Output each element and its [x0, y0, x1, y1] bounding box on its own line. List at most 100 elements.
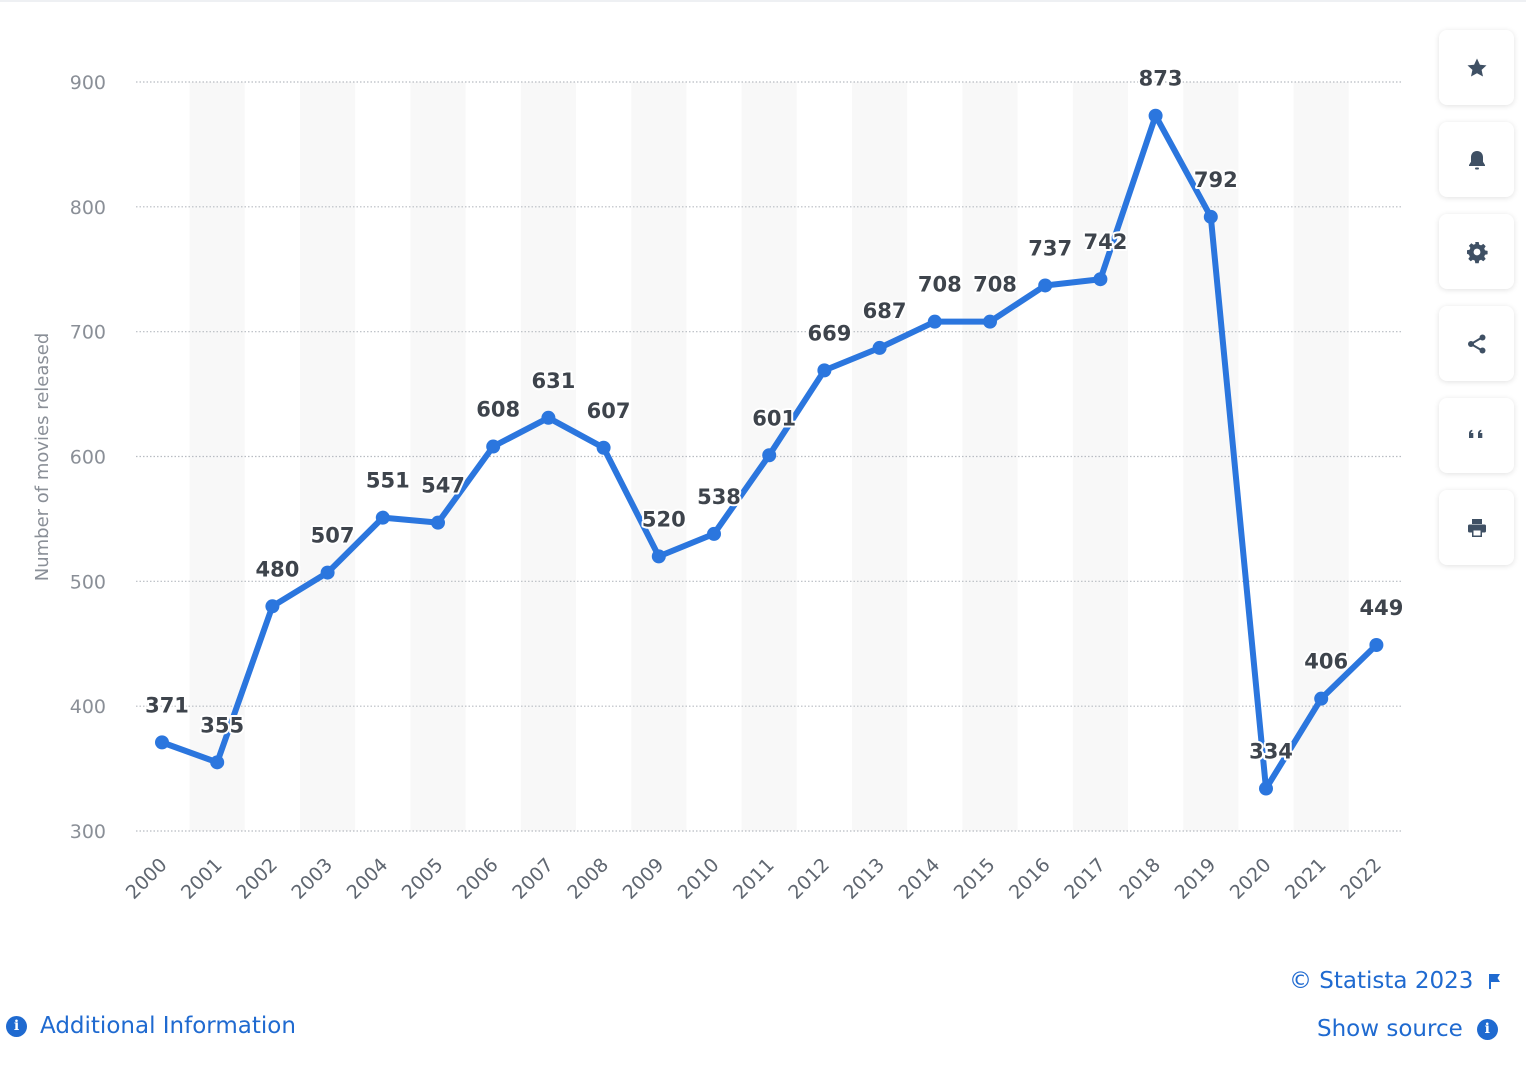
data-point [210, 755, 225, 770]
show-source-link[interactable]: Show source i [1317, 1016, 1498, 1042]
x-tick-label: 2003 [287, 854, 337, 904]
x-tick-label: 2012 [784, 854, 834, 904]
x-tick-label: 2006 [453, 854, 503, 904]
data-point [1038, 278, 1053, 293]
data-point [762, 448, 777, 463]
x-tick-label: 2019 [1171, 854, 1221, 904]
bell-icon [1468, 150, 1485, 169]
copyright-link[interactable]: © Statista 2023 [1289, 968, 1503, 994]
x-tick-label: 2008 [563, 854, 613, 904]
data-point [927, 314, 942, 329]
y-tick-label: 900 [70, 72, 106, 94]
y-axis-ticks: 300 400 500 600 700 800 900 [70, 72, 106, 843]
data-point [486, 439, 501, 454]
data-label: 355 [200, 713, 244, 737]
data-label: 792 [1194, 168, 1238, 192]
data-label: 547 [421, 474, 465, 498]
copyright-text: © Statista 2023 [1289, 968, 1474, 994]
data-point [707, 526, 721, 541]
data-point [541, 410, 556, 425]
additional-information-label: Additional Information [40, 1013, 296, 1039]
additional-information-link[interactable]: i Additional Information [6, 1013, 296, 1039]
data-point [1093, 272, 1108, 287]
data-label: 371 [145, 693, 189, 717]
x-tick-label: 2007 [508, 854, 558, 904]
data-label: 507 [311, 524, 355, 548]
x-tick-label: 2022 [1336, 854, 1386, 904]
x-tick-label: 2001 [177, 854, 227, 904]
x-tick-label: 2004 [343, 854, 393, 904]
data-point [1259, 781, 1273, 796]
print-icon [1467, 518, 1486, 537]
x-axis-ticks: 2000 2001 2002 2003 2004 2005 2006 2007 2008 2009… [122, 854, 1386, 904]
data-label: 406 [1304, 650, 1348, 674]
data-point [817, 363, 832, 378]
data-point [155, 735, 169, 750]
x-tick-label: 2016 [1005, 854, 1055, 904]
top-border [0, 0, 1526, 2]
x-tick-label: 2005 [398, 854, 448, 904]
year-band [852, 82, 908, 831]
x-tick-label: 2020 [1226, 854, 1276, 904]
x-tick-label: 2000 [122, 854, 172, 904]
data-label: 538 [697, 485, 741, 509]
data-labels: 371 355 480 507 551 547 608 631 607 520 538 601 669 6… [143, 65, 1405, 766]
data-label: 520 [642, 507, 686, 531]
favorite-button[interactable] [1439, 30, 1514, 105]
quote-icon [1468, 429, 1482, 438]
share-button[interactable] [1439, 306, 1514, 381]
data-point [983, 314, 997, 329]
star-icon [1467, 58, 1486, 76]
y-tick-label: 700 [70, 322, 106, 344]
data-point [872, 340, 887, 355]
data-label: 480 [255, 557, 299, 581]
data-label: 607 [587, 399, 631, 423]
data-label: 687 [863, 299, 907, 323]
x-tick-label: 2017 [1060, 854, 1110, 904]
data-point [596, 440, 611, 455]
data-point [651, 549, 666, 564]
notification-button[interactable] [1439, 122, 1514, 197]
settings-button[interactable] [1439, 214, 1514, 289]
x-tick-label: 2011 [729, 854, 779, 904]
x-tick-label: 2018 [1115, 854, 1165, 904]
share-icon [1467, 334, 1485, 353]
y-tick-label: 400 [70, 696, 106, 718]
chart-toolbar [1439, 30, 1514, 582]
x-tick-label: 2014 [895, 854, 945, 904]
data-label: 551 [366, 469, 410, 493]
print-button[interactable] [1439, 490, 1514, 565]
data-label: 449 [1359, 596, 1403, 620]
data-label: 742 [1083, 230, 1127, 254]
data-label: 608 [476, 398, 520, 422]
data-label: 334 [1249, 740, 1293, 764]
x-tick-label: 2021 [1281, 854, 1331, 904]
data-label: 669 [807, 321, 851, 345]
y-tick-label: 500 [70, 571, 106, 593]
data-point [375, 510, 390, 525]
cite-button[interactable] [1439, 398, 1514, 473]
y-axis-title: Number of movies released [32, 333, 53, 582]
data-point [1203, 209, 1218, 224]
info-icon: i [1476, 1018, 1498, 1040]
x-tick-label: 2002 [232, 854, 282, 904]
x-tick-label: 2009 [619, 854, 669, 904]
x-tick-label: 2015 [950, 854, 1000, 904]
data-point [320, 565, 335, 580]
gridlines [136, 81, 1402, 832]
data-label: 601 [752, 406, 796, 430]
data-label: 708 [973, 273, 1017, 297]
x-tick-label: 2010 [674, 854, 724, 904]
data-point [265, 599, 280, 614]
data-point [1369, 637, 1384, 652]
gear-icon [1466, 241, 1488, 263]
data-label: 631 [531, 369, 575, 393]
data-point [431, 515, 445, 530]
y-tick-label: 600 [70, 447, 106, 469]
data-label: 708 [918, 273, 962, 297]
data-point [1314, 691, 1329, 706]
data-label: 737 [1028, 236, 1072, 260]
show-source-label: Show source [1317, 1016, 1463, 1042]
info-icon: i [6, 1015, 27, 1037]
